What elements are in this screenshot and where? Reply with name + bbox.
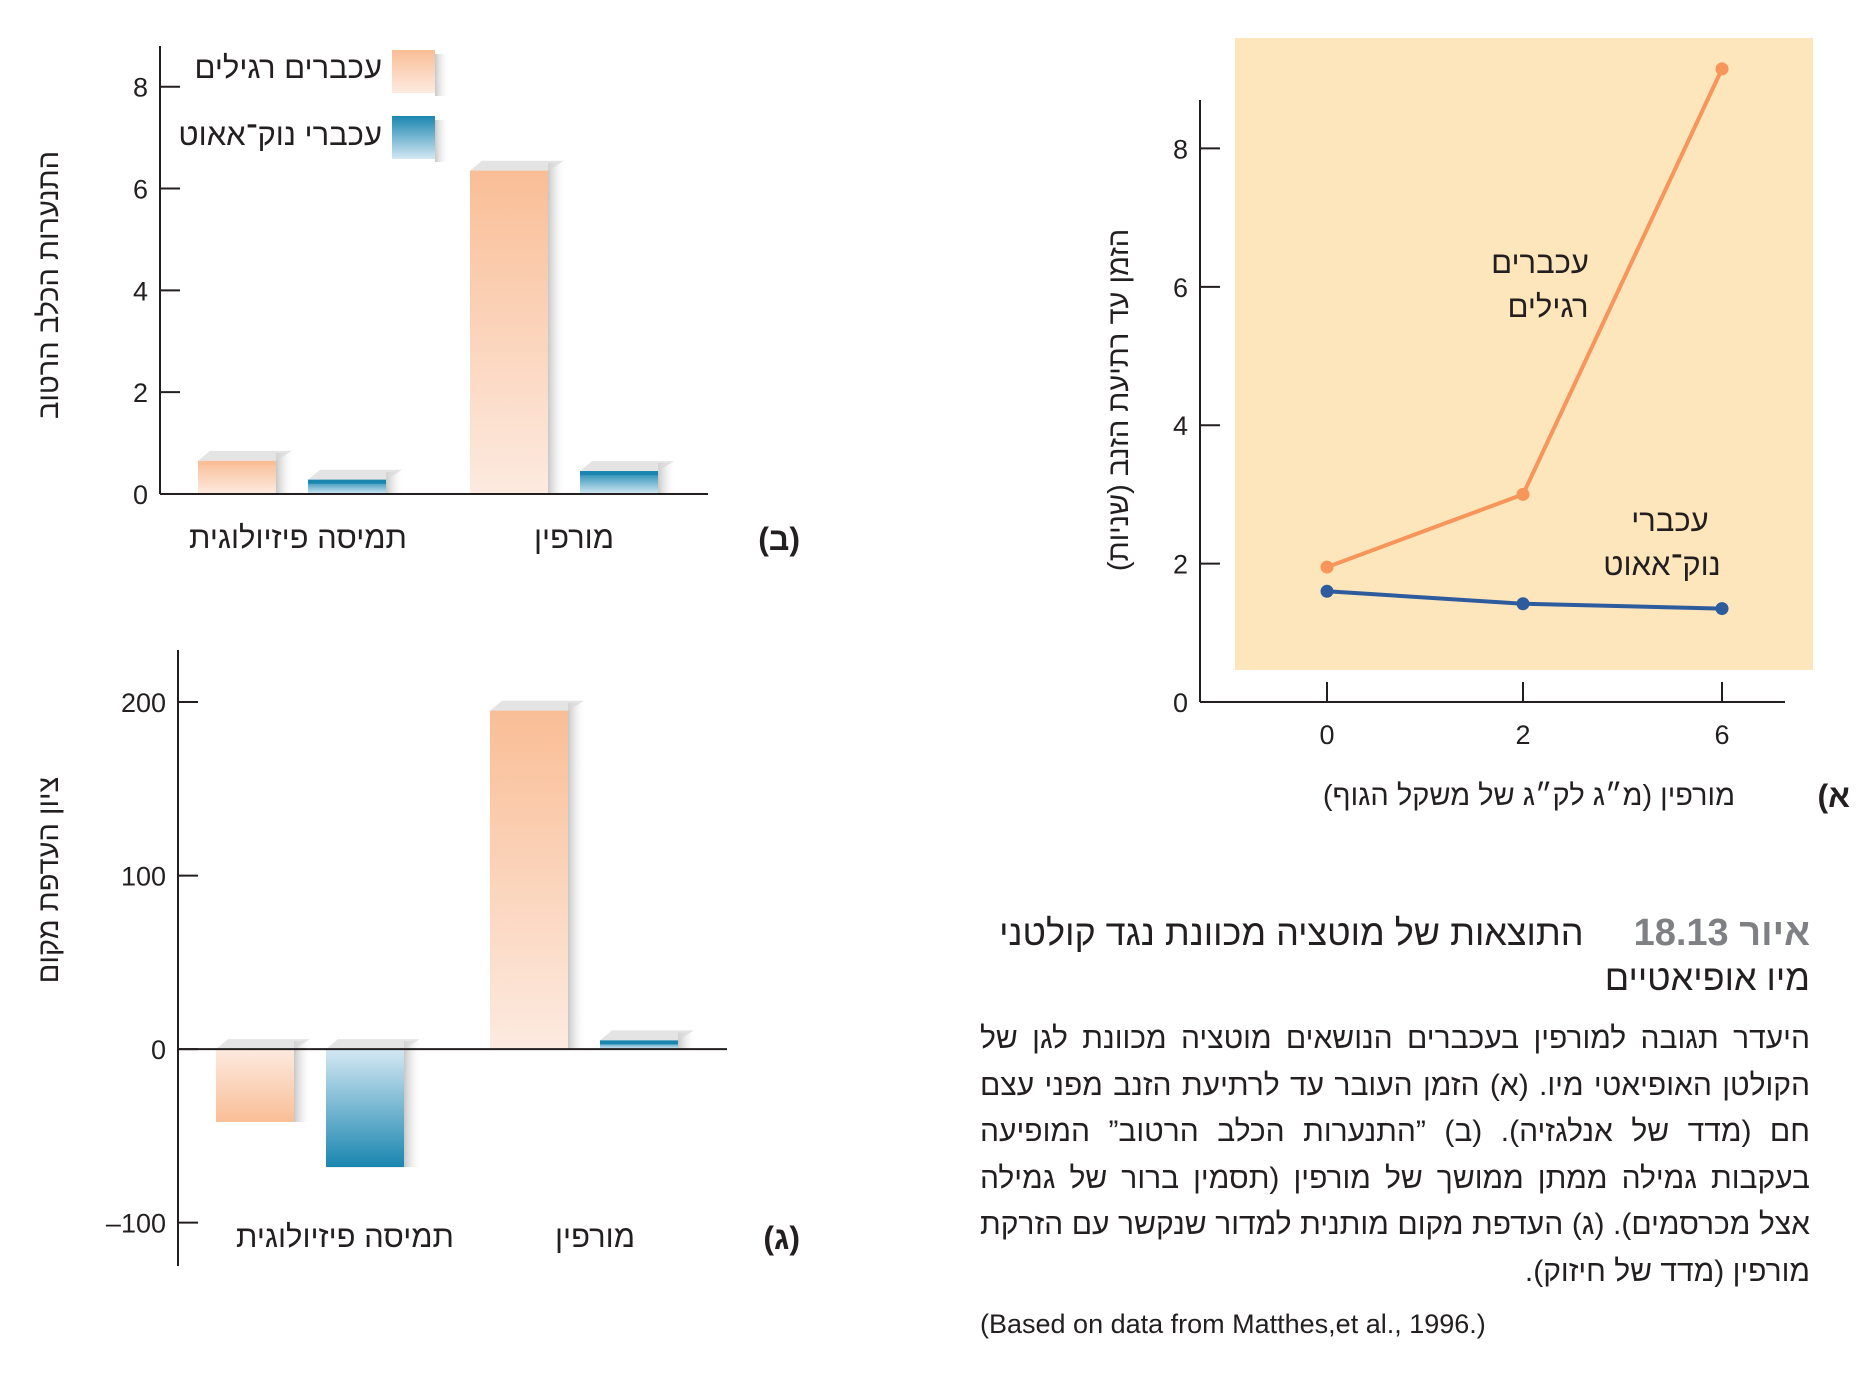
panel-c-bar-knockout — [326, 1049, 404, 1168]
panel-b-bar-shadow — [548, 162, 566, 494]
legend-label-knockout: עכברי נוק־אאוט — [178, 117, 382, 152]
panel-a-series-label-normal: רגילים — [1507, 289, 1588, 324]
panel-c-bar-shadow — [404, 1041, 422, 1168]
panel-b-category-label: מורפין — [534, 520, 614, 555]
panel-c-y-tick-label: 100 — [121, 862, 166, 892]
panel-a-y-axis-title: הזמן עד רתיעת הזנב (שניות) — [1103, 229, 1135, 571]
panel-c-y-tick-label: 0 — [151, 1035, 166, 1065]
panel-b-bar-chart: 0 2 4 6 8 תמיסה פיזיולוגית מורפין התנערות הכלב … — [33, 46, 800, 557]
panel-b-bar-shadow-top — [198, 450, 292, 461]
panel-b-bar-top-edge — [308, 479, 386, 484]
panel-c-category-label: תמיסה פיזיולוגית — [236, 1219, 454, 1254]
panel-a-label: (א — [1818, 778, 1851, 814]
figure-caption: איור 18.13 התוצאות של מוטציה מכוונת נגד … — [980, 910, 1810, 1340]
panel-a-x-tick-label: 6 — [1714, 720, 1729, 750]
panel-a-x-tick-label: 0 — [1319, 720, 1334, 750]
panel-b-y-tick-label: 4 — [133, 276, 148, 306]
panel-b-bar-shadow-top — [580, 461, 674, 472]
panel-a-background — [1235, 38, 1813, 670]
panel-a-series-label-normal: עכברים — [1491, 245, 1589, 280]
panel-b-y-tick-label: 6 — [133, 175, 148, 205]
panel-b-bar-knockout — [580, 471, 658, 494]
panel-c-bar-shadow-top — [326, 1039, 420, 1050]
panel-b-bar-top-edge — [470, 170, 548, 175]
panel-c-bar-chart: –100 0 100 200 תמיסה פיזיולוגית מורפין ציון הע… — [33, 650, 800, 1266]
legend-swatch-knockout — [392, 116, 435, 159]
panel-a-series-label-knockout: נוק־אאוט — [1603, 547, 1721, 582]
legend-swatch-normal — [392, 50, 435, 93]
panel-b-y-tick-label: 0 — [133, 480, 148, 510]
legend-swatch-shadow — [435, 120, 449, 162]
figure-number: איור 18.13 — [1633, 912, 1810, 954]
caption-heading: איור 18.13 התוצאות של מוטציה מכוונת נגד … — [980, 910, 1810, 1000]
panel-b-label: (ב) — [758, 521, 800, 557]
panel-b-category-label: תמיסה פיזיולוגית — [189, 520, 407, 555]
panel-a-y-tick-label: 6 — [1173, 273, 1188, 303]
panel-c-bar-top-edge — [490, 710, 568, 715]
panel-a-y-tick-label: 2 — [1173, 550, 1188, 580]
panel-a-y-tick-label: 0 — [1173, 688, 1188, 718]
panel-c-bar-normal — [216, 1049, 294, 1122]
panel-c-bar-normal — [490, 710, 568, 1050]
panel-b-y-axis-title: התנערות הכלב הרטוב — [33, 151, 65, 419]
panel-a-series-label-knockout: עכברי — [1631, 503, 1708, 538]
panel-b-y-tick-label: 8 — [133, 73, 148, 103]
panel-c-bar-shadow-top — [600, 1030, 694, 1041]
panel-c-bar-shadow — [294, 1041, 312, 1122]
panel-c-bar-shadow-top — [490, 700, 584, 711]
panel-c-bar-shadow — [568, 702, 586, 1050]
panel-a-line-chart: 0 2 4 6 8 0 2 6 עכברים רגילים עכברי נוק־אאוט הזמן עד… — [1103, 38, 1850, 814]
panel-c-label: (ג) — [763, 1220, 800, 1256]
panel-b-legend: עכברים רגילים עכברי נוק־אאוט — [178, 50, 449, 162]
panel-b-bar-shadow — [276, 452, 294, 494]
panel-a-x-axis-title: מורפין (מ״ג לק״ג של משקל הגוף) — [1323, 780, 1735, 812]
panel-a-data-point — [1320, 584, 1334, 598]
legend-swatch-shadow — [435, 54, 449, 96]
caption-body: היעדר תגובה למורפין בעכברים הנושאים מוטצ… — [980, 1022, 1810, 1288]
panel-a-data-point — [1715, 62, 1729, 76]
panel-b-bar-shadow — [386, 471, 404, 494]
panel-a-data-point — [1516, 487, 1530, 501]
panel-a-y-tick-label: 4 — [1173, 411, 1188, 441]
figure-title: התוצאות של מוטציה מכוונת נגד קולטני מיו … — [999, 912, 1810, 999]
panel-b-bar-top-edge — [580, 471, 658, 476]
panel-a-data-point — [1715, 602, 1729, 616]
panel-b-bar-top-edge — [198, 460, 276, 465]
panel-a-data-point — [1320, 560, 1334, 574]
panel-b-y-tick-label: 2 — [133, 378, 148, 408]
panel-c-y-axis-title: ציון העדפת מקום — [33, 777, 65, 984]
panel-c-bar-knockout — [600, 1040, 678, 1050]
panel-a-y-tick-label: 8 — [1173, 134, 1188, 164]
panel-c-y-tick-label: 200 — [121, 688, 166, 718]
caption-source: (Based on data from Matthes,et al., 1996… — [980, 1309, 1486, 1340]
panel-c-bar-shadow-top — [216, 1039, 310, 1050]
panel-b-bar-shadow-top — [308, 469, 402, 480]
panel-a-x-tick-label: 2 — [1515, 720, 1530, 750]
legend-label-normal: עכברים רגילים — [194, 50, 382, 85]
panel-b-bar-shadow — [658, 463, 676, 494]
panel-c-bar-top-edge — [600, 1040, 678, 1045]
panel-b-bar-normal — [470, 170, 548, 494]
panel-c-category-label: מורפין — [555, 1219, 635, 1254]
panel-c-y-tick-label: –100 — [106, 1209, 166, 1239]
panel-a-data-point — [1516, 597, 1530, 611]
panel-b-bar-shadow-top — [470, 160, 564, 171]
panel-b-bar-normal — [198, 460, 276, 494]
